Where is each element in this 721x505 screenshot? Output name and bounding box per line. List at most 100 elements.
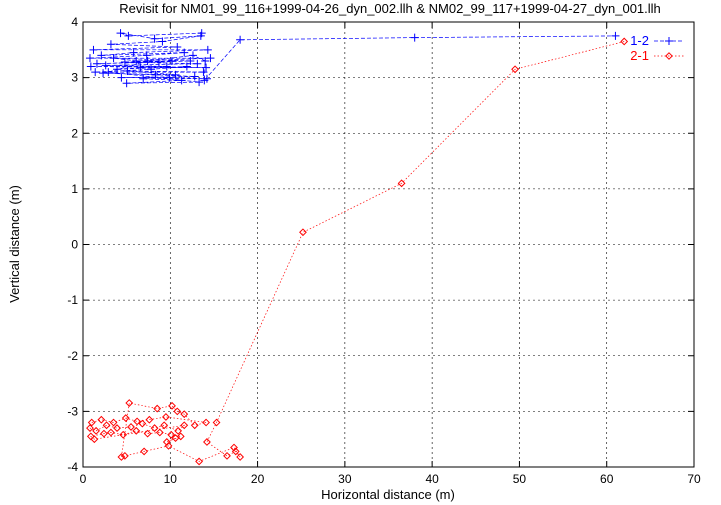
data-point xyxy=(202,63,211,72)
series-line xyxy=(89,32,616,84)
data-point xyxy=(116,29,125,38)
data-point xyxy=(190,72,199,81)
data-point xyxy=(195,78,204,87)
data-point xyxy=(180,421,189,430)
data-point xyxy=(155,428,164,437)
data-point xyxy=(97,415,106,424)
data-point xyxy=(86,432,95,441)
axis-ticks: 0 10 20 30 40 50 60 70 -4 -3 -2 -1 0 1 2 3 4 xyxy=(67,15,701,486)
data-point xyxy=(158,37,167,46)
data-point xyxy=(611,31,620,40)
data-point xyxy=(230,443,238,452)
data-point xyxy=(91,68,100,77)
data-point xyxy=(132,426,141,435)
x-tick-label: 40 xyxy=(425,472,439,486)
data-point xyxy=(173,407,182,416)
data-point xyxy=(129,48,138,57)
data-point xyxy=(236,35,245,44)
data-point xyxy=(177,76,186,85)
data-point xyxy=(124,31,133,40)
data-point xyxy=(150,34,159,43)
data-point xyxy=(162,413,170,421)
legend-marker xyxy=(665,37,673,45)
data-point xyxy=(92,426,101,435)
series-1 xyxy=(85,29,620,88)
legend: 1-22-1 xyxy=(630,33,684,63)
data-point xyxy=(202,418,210,427)
data-point xyxy=(199,68,208,77)
data-point xyxy=(511,65,519,74)
y-tick-label: 3 xyxy=(71,71,78,85)
data-point xyxy=(168,401,176,410)
data-point xyxy=(150,424,159,432)
data-point xyxy=(190,421,199,430)
data-point xyxy=(200,76,209,85)
data-point xyxy=(101,61,110,70)
data-point xyxy=(117,73,126,82)
y-tick-label: 0 xyxy=(71,238,78,252)
y-tick-label: 2 xyxy=(71,126,78,140)
data-point xyxy=(203,438,211,446)
data-point xyxy=(160,421,169,430)
data-point xyxy=(122,79,131,88)
legend-label: 1-2 xyxy=(630,33,649,48)
data-point xyxy=(136,63,145,72)
data-point xyxy=(109,54,118,63)
y-tick-label: -1 xyxy=(67,293,78,307)
data-point xyxy=(106,40,115,49)
data-point xyxy=(397,179,406,188)
x-tick-label: 10 xyxy=(164,472,178,486)
data-point xyxy=(180,48,189,57)
data-point xyxy=(133,417,142,426)
data-point xyxy=(162,438,171,446)
data-point xyxy=(188,51,197,60)
series-line xyxy=(89,41,625,462)
data-point xyxy=(119,430,128,439)
data-point xyxy=(299,228,307,237)
legend-entry: 2-1 xyxy=(630,48,684,63)
data-point xyxy=(139,74,148,83)
legend-marker xyxy=(665,52,673,60)
data-point xyxy=(173,43,182,52)
data-point xyxy=(132,56,141,65)
y-tick-label: -3 xyxy=(67,404,78,418)
data-point xyxy=(99,69,108,78)
data-point xyxy=(174,426,183,435)
data-point xyxy=(87,418,96,427)
data-point xyxy=(193,59,202,68)
data-point xyxy=(153,404,162,413)
x-tick-label: 0 xyxy=(80,472,87,486)
data-point xyxy=(182,62,191,71)
data-point xyxy=(180,410,189,419)
data-point xyxy=(176,432,185,441)
data-point xyxy=(86,62,95,71)
legend-label: 2-1 xyxy=(630,48,649,63)
x-tick-label: 60 xyxy=(600,472,614,486)
data-point xyxy=(201,56,210,65)
data-point xyxy=(162,62,171,71)
grid-lines xyxy=(83,22,694,467)
data-point xyxy=(100,429,108,438)
data-point xyxy=(171,70,180,79)
data-point xyxy=(167,430,176,439)
series-2 xyxy=(86,37,629,466)
data-point xyxy=(143,56,152,65)
chart-title: Revisit for NM01_99_116+1999-04-26_dyn_0… xyxy=(119,1,661,16)
data-point xyxy=(104,68,113,77)
x-tick-label: 70 xyxy=(687,472,701,486)
data-point xyxy=(113,65,122,74)
data-point xyxy=(168,56,177,65)
data-point xyxy=(120,58,129,67)
x-tick-label: 50 xyxy=(513,472,527,486)
y-tick-label: 1 xyxy=(71,182,78,196)
data-point xyxy=(97,51,106,60)
y-tick-label: -2 xyxy=(67,349,78,363)
data-point xyxy=(147,65,156,74)
data-point xyxy=(151,70,160,79)
data-point xyxy=(145,415,154,424)
y-axis-label: Vertical distance (m) xyxy=(7,185,22,303)
data-point xyxy=(223,451,231,460)
data-point xyxy=(195,457,203,466)
data-point xyxy=(165,73,174,82)
